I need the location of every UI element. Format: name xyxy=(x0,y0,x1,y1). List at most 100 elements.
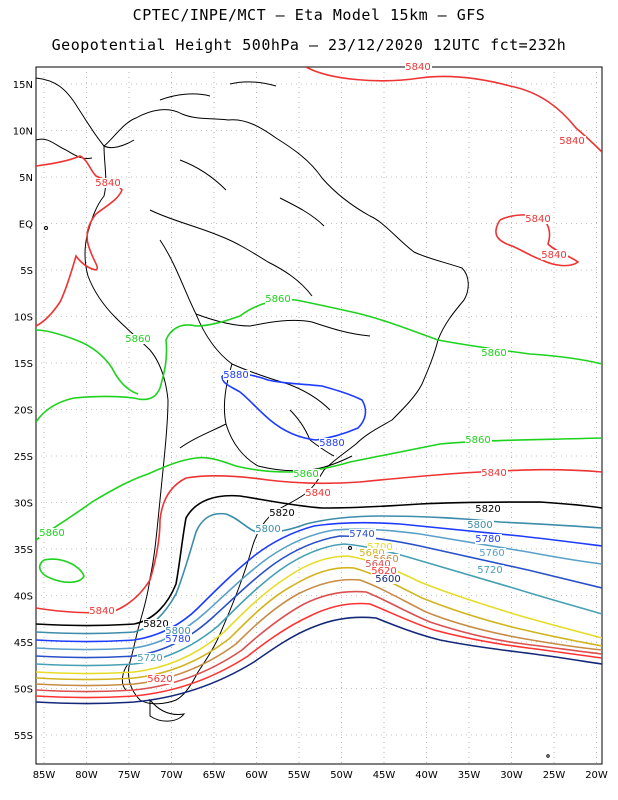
contour-labels: 5840 5840 5840 5840 5840 5840 5840 5840 5860 5860… xyxy=(39,62,586,685)
contour-label: 5800 xyxy=(467,520,492,531)
map-frame xyxy=(35,66,603,765)
contour-5640 xyxy=(36,590,602,693)
lat-tick-label: 40S xyxy=(14,592,33,603)
contour-label-bg xyxy=(465,435,492,445)
contour-label-bg xyxy=(39,528,66,538)
lat-tick-label: 10N xyxy=(13,127,33,138)
contour-label: 5860 xyxy=(39,528,64,539)
contour-label-bg xyxy=(137,653,164,663)
lon-tick-label: 55W xyxy=(288,770,311,781)
lon-tick-label: 40W xyxy=(415,770,438,781)
coastlines xyxy=(36,77,550,758)
contour-label: 5680 xyxy=(359,548,384,559)
contour-5820 xyxy=(36,494,602,627)
contour-label-bg xyxy=(255,524,282,534)
contour-label: 5620 xyxy=(371,566,396,577)
lat-tick-label: EQ xyxy=(19,220,33,231)
lon-tick-label: 60W xyxy=(245,770,268,781)
contour-5860-west xyxy=(36,329,139,395)
contour-5740 xyxy=(36,535,602,659)
contour-label: 5820 xyxy=(475,504,500,515)
contour-label: 5860 xyxy=(481,348,506,359)
contour-label-bg xyxy=(223,370,250,380)
contour-label: 5620 xyxy=(147,674,172,685)
lon-tick-label: 50W xyxy=(330,770,353,781)
contour-label: 5800 xyxy=(255,524,280,535)
lat-tick-label: 15N xyxy=(13,80,33,91)
contour-label-bg xyxy=(305,488,332,498)
contour-label-bg xyxy=(269,508,296,518)
contour-label-bg xyxy=(467,520,494,530)
contour-label: 5720 xyxy=(477,565,502,576)
map-title-line2: Geopotential Height 500hPa – 23/12/2020 … xyxy=(51,36,567,54)
contour-label: 5780 xyxy=(475,534,500,545)
contour-label-bg xyxy=(359,548,386,558)
contour-label: 5860 xyxy=(125,334,150,345)
contour-5880 xyxy=(221,373,367,441)
contour-label-bg xyxy=(475,504,502,514)
contour-label-bg xyxy=(349,529,376,539)
contour-5600 xyxy=(36,616,602,705)
lat-tick-label: 35S xyxy=(14,545,33,556)
contour-5860-south xyxy=(36,437,602,541)
contour-label: 5700 xyxy=(367,542,392,553)
contour-5780 xyxy=(36,521,602,643)
lon-tick-label: 65W xyxy=(203,770,226,781)
lon-tick-label: 85W xyxy=(33,770,56,781)
contour-5700 xyxy=(36,555,602,675)
contour-label-bg xyxy=(375,574,402,584)
contour-label: 5880 xyxy=(319,438,344,449)
contour-label: 5740 xyxy=(349,529,374,540)
latitude-labels: 15N 10N 5N EQ 5S 10S 15S 20S 25S 30S 35S 40S 45S 50S 5… xyxy=(13,80,33,742)
contour-label-bg xyxy=(143,619,170,629)
lon-tick-label: 70W xyxy=(160,770,183,781)
lat-tick-label: 50S xyxy=(14,685,33,696)
lat-tick-label: 20S xyxy=(14,406,33,417)
contour-label: 5820 xyxy=(269,508,294,519)
lon-tick-label: 35W xyxy=(458,770,481,781)
contour-label-bg xyxy=(293,469,320,479)
contour-label: 5820 xyxy=(143,619,168,630)
contour-label: 5860 xyxy=(465,435,490,446)
contour-label: 5860 xyxy=(293,469,318,480)
lat-tick-label: 15S xyxy=(14,359,33,370)
contour-label: 5760 xyxy=(479,548,504,559)
lon-tick-label: 75W xyxy=(118,770,141,781)
height-contours xyxy=(36,67,602,705)
lon-tick-label: 80W xyxy=(75,770,98,781)
contour-label-bg xyxy=(479,548,506,558)
contour-5840-north xyxy=(305,67,602,153)
contour-label-bg xyxy=(481,348,508,358)
contour-5680 xyxy=(36,566,602,681)
contour-5620 xyxy=(36,602,602,699)
contour-label-bg xyxy=(481,468,508,478)
contour-label-bg xyxy=(365,559,392,569)
contour-5660 xyxy=(36,578,602,687)
contour-label-bg xyxy=(405,62,432,72)
contour-label-bg xyxy=(541,250,568,260)
contour-5860-loop xyxy=(38,558,85,584)
lat-tick-label: 45S xyxy=(14,638,33,649)
lon-tick-label: 30W xyxy=(500,770,523,781)
contour-label-bg xyxy=(265,294,292,304)
contour-label: 5840 xyxy=(405,62,430,73)
lat-tick-label: 5S xyxy=(20,266,33,277)
contour-label: 5840 xyxy=(559,136,584,147)
contour-label-bg xyxy=(559,136,586,146)
longitude-labels: 85W 80W 75W 70W 65W 60W 55W 50W 45W 40W 35W 30W 25W 2… xyxy=(33,770,608,781)
contour-label-bg xyxy=(477,565,504,575)
contour-label-bg xyxy=(95,178,122,188)
contour-label: 5840 xyxy=(89,606,114,617)
lon-tick-label: 45W xyxy=(373,770,396,781)
contour-label-bg xyxy=(89,606,116,616)
lon-tick-label: 25W xyxy=(543,770,566,781)
contour-label: 5640 xyxy=(365,559,390,570)
contour-label-bg xyxy=(525,214,552,224)
contour-label-bg xyxy=(319,438,346,448)
contour-label: 5840 xyxy=(95,178,120,189)
contour-label: 5780 xyxy=(165,634,190,645)
contour-label: 5880 xyxy=(223,370,248,381)
contour-label-bg xyxy=(165,634,192,644)
lon-tick-label: 20W xyxy=(585,770,608,781)
